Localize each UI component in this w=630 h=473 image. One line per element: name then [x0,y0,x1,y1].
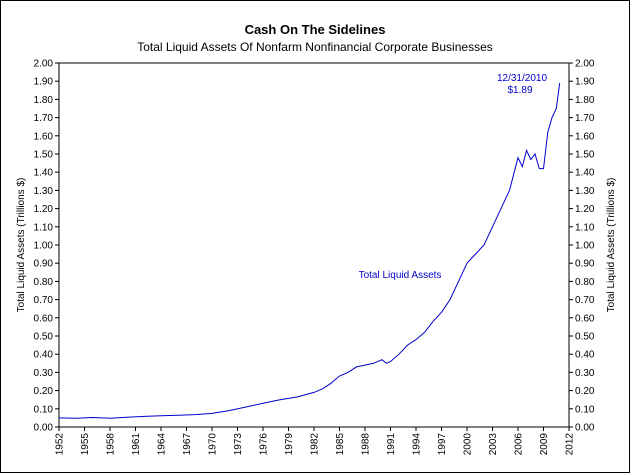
y-tick-label-right: 1.60 [575,131,595,142]
chart-subtitle: Total Liquid Assets Of Nonfarm Nonfinanc… [137,40,493,54]
y-tick-label-right: 0.30 [575,368,595,379]
x-axis: 1952 1955 1958 1961 1964 1967 1970 1973 1976 1979… [55,427,576,455]
y-tick-label-right: 1.30 [575,186,595,197]
x-tick-label: 1961 [131,433,142,456]
y-tick-label-left: 1.50 [34,150,54,161]
x-tick-label: 2012 [565,433,576,456]
y-tick-label-left: 0.60 [34,313,54,324]
annotation-date: 12/31/2010 [497,73,547,84]
y-tick-label-left: 0.10 [34,404,54,415]
x-tick-label: 1985 [335,433,346,456]
y-axis-label-right: Total Liquid Assets (Trillions $) [606,178,617,313]
y-tick-label-left: 2.00 [34,59,54,70]
x-tick-label: 2009 [539,433,550,456]
x-tick-label: 1964 [157,433,168,456]
y-tick-label-right: 0.10 [575,404,595,415]
x-tick-label: 2000 [463,433,474,456]
y-tick-label-right: 0.80 [575,277,595,288]
y-tick-label-right: 0.50 [575,332,595,343]
y-tick-label-right: 1.00 [575,241,595,252]
x-tick-label: 1988 [361,433,372,456]
y-tick-label-left: 1.40 [34,168,54,179]
x-tick-label: 1994 [412,433,423,456]
y-axis-left: 0.00 0.10 0.20 0.30 0.40 0.50 0.60 0.70 0.80 0.90… [34,59,59,434]
y-tick-label-right: 1.10 [575,222,595,233]
y-tick-label-right: 1.70 [575,113,595,124]
x-tick-label: 2003 [488,433,499,456]
y-tick-label-right: 0.20 [575,386,595,397]
y-tick-label-left: 0.90 [34,259,54,270]
y-tick-label-right: 1.50 [575,150,595,161]
y-tick-label-left: 0.00 [34,423,54,434]
x-tick-label: 1997 [437,433,448,456]
y-tick-label-left: 1.70 [34,113,54,124]
y-axis-label-left: Total Liquid Assets (Trillions $) [16,178,27,313]
y-tick-label-left: 0.80 [34,277,54,288]
series-label: Total Liquid Assets [359,270,442,281]
x-tick-label: 1979 [284,433,295,456]
y-tick-label-left: 1.00 [34,241,54,252]
y-tick-label-right: 0.60 [575,313,595,324]
y-tick-label-right: 1.20 [575,204,595,215]
x-tick-label: 1976 [259,433,270,456]
y-tick-label-left: 1.90 [34,77,54,88]
x-tick-label: 1970 [208,433,219,456]
x-tick-label: 1958 [106,433,117,456]
annotation-value: $1.89 [507,85,532,96]
x-tick-label: 1952 [55,433,66,456]
chart-title: Cash On The Sidelines [244,22,386,37]
y-tick-label-right: 2.00 [575,59,595,70]
y-tick-label-left: 1.80 [34,95,54,106]
y-tick-label-right: 0.40 [575,350,595,361]
x-tick-label: 1982 [310,433,321,456]
plot-area [58,62,570,428]
y-tick-label-right: 0.90 [575,259,595,270]
y-tick-label-left: 1.30 [34,186,54,197]
y-tick-label-right: 0.70 [575,295,595,306]
series-line-total-liquid-assets [58,82,561,419]
x-tick-label: 1967 [182,433,193,456]
y-axis-right: 0.00 0.10 0.20 0.30 0.40 0.50 0.60 0.70 0.80 0.90… [569,59,595,434]
x-tick-label: 1991 [386,433,397,456]
y-tick-label-left: 0.40 [34,350,54,361]
y-tick-label-left: 1.60 [34,131,54,142]
y-tick-label-right: 0.00 [575,423,595,434]
y-tick-label-right: 1.80 [575,95,595,106]
y-tick-label-left: 1.20 [34,204,54,215]
y-tick-label-left: 1.10 [34,222,54,233]
y-tick-label-right: 1.40 [575,168,595,179]
x-tick-label: 1955 [80,433,91,456]
y-tick-label-left: 0.30 [34,368,54,379]
x-tick-label: 2006 [514,433,525,456]
y-tick-label-left: 0.20 [34,386,54,397]
x-tick-label: 1973 [233,433,244,456]
y-tick-label-right: 1.90 [575,77,595,88]
y-tick-label-left: 0.70 [34,295,54,306]
y-tick-label-left: 0.50 [34,332,54,343]
